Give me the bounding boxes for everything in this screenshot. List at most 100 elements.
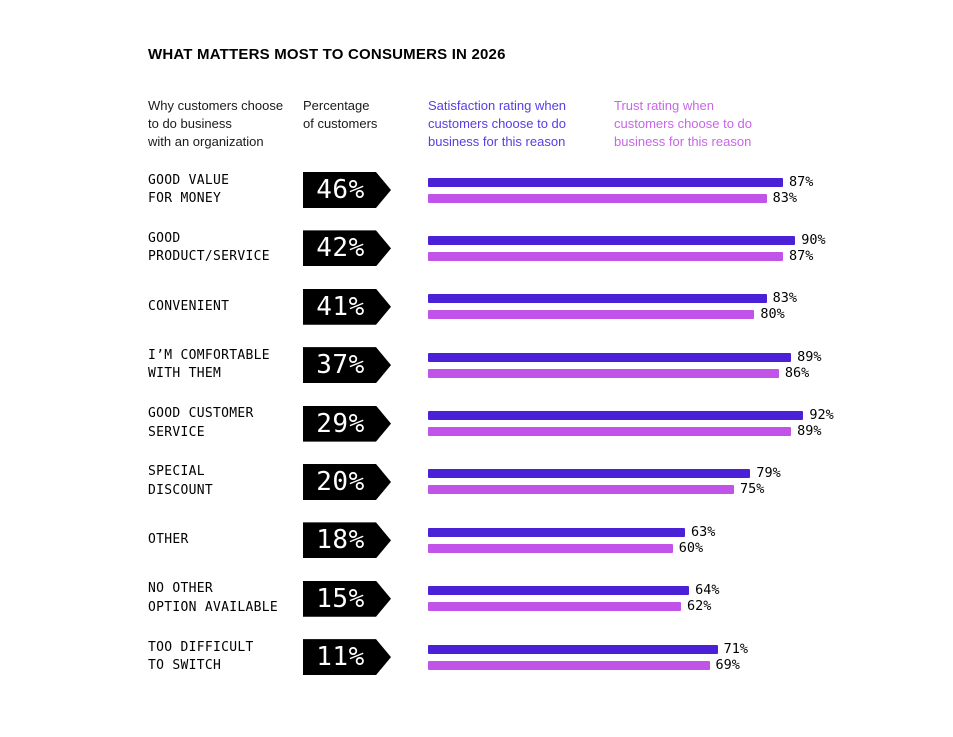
satisfaction-bar-line: 63% bbox=[428, 523, 953, 540]
trust-value-label: 86% bbox=[784, 364, 810, 381]
bar-group: 89% 86% bbox=[428, 347, 953, 383]
percentage-value: 37% bbox=[316, 350, 365, 381]
satisfaction-value-label: 87% bbox=[788, 173, 814, 190]
chart-row: I’M COMFORTABLE WITH THEM 37% 89% 86% bbox=[0, 347, 953, 383]
bar-group: 63% 60% bbox=[428, 522, 953, 558]
satisfaction-bar-line: 79% bbox=[428, 465, 953, 482]
trust-value-label: 69% bbox=[715, 656, 740, 673]
chart-title: WHAT MATTERS MOST TO CONSUMERS IN 2026 bbox=[148, 46, 506, 63]
trust-bar bbox=[428, 660, 710, 670]
percentage-value: 15% bbox=[316, 583, 365, 614]
chart-row: GOOD VALUE FOR MONEY 46% 87% 83% bbox=[0, 172, 953, 208]
trust-bar bbox=[428, 368, 779, 378]
trust-bar-line: 75% bbox=[428, 481, 953, 498]
percentage-value: 18% bbox=[316, 525, 365, 556]
trust-bar-line: 89% bbox=[428, 423, 953, 440]
satisfaction-value-label: 92% bbox=[809, 407, 834, 424]
satisfaction-bar-line: 89% bbox=[428, 348, 953, 365]
trust-value-label: 83% bbox=[772, 189, 798, 206]
satisfaction-bar bbox=[428, 644, 718, 654]
bar-group: 92% 89% bbox=[428, 406, 953, 442]
trust-value-label: 60% bbox=[678, 539, 704, 556]
category-label: GOOD PRODUCT/SERVICE bbox=[148, 230, 270, 265]
trust-bar bbox=[428, 543, 673, 553]
chart-row: GOOD PRODUCT/SERVICE 42% 90% 87% bbox=[0, 230, 953, 266]
satisfaction-value-label: 83% bbox=[772, 290, 798, 307]
category-label: SPECIAL DISCOUNT bbox=[148, 464, 214, 498]
category-label: GOOD CUSTOMER SERVICE bbox=[148, 406, 254, 440]
bar-group: 83% 80% bbox=[428, 289, 953, 325]
trust-value-label: 62% bbox=[686, 598, 712, 615]
trust-bar-line: 80% bbox=[428, 306, 953, 323]
chart-row: SPECIAL DISCOUNT 20% 79% 75% bbox=[0, 464, 953, 500]
percentage-value: 42% bbox=[316, 233, 365, 264]
trust-bar-line: 69% bbox=[428, 656, 953, 673]
category-label: CONVENIENT bbox=[148, 298, 230, 314]
satisfaction-bar bbox=[428, 411, 804, 421]
percentage-badge: 41% bbox=[303, 289, 391, 325]
trust-value-label: 89% bbox=[797, 423, 822, 440]
satisfaction-bar bbox=[428, 469, 751, 479]
satisfaction-value-label: 89% bbox=[797, 348, 822, 365]
trust-bar bbox=[428, 485, 734, 495]
satisfaction-bar-line: 71% bbox=[428, 640, 953, 657]
satisfaction-value-label: 63% bbox=[691, 523, 716, 540]
satisfaction-bar bbox=[428, 177, 783, 187]
satisfaction-bar bbox=[428, 527, 686, 537]
satisfaction-bar-line: 64% bbox=[428, 582, 953, 599]
trust-bar bbox=[428, 251, 783, 261]
column-header-trust: Trust rating when customers choose to do… bbox=[614, 98, 753, 149]
chart-row: TOO DIFFICULT TO SWITCH 11% 71% 69% bbox=[0, 639, 953, 675]
percentage-badge: 20% bbox=[303, 464, 391, 500]
trust-bar bbox=[428, 602, 681, 612]
satisfaction-bar-line: 87% bbox=[428, 173, 953, 190]
percentage-value: 29% bbox=[316, 408, 365, 439]
percentage-badge: 37% bbox=[303, 347, 391, 383]
percentage-badge: 11% bbox=[303, 639, 391, 675]
category-label: I’M COMFORTABLE WITH THEM bbox=[148, 347, 270, 382]
column-header-satisfaction: Satisfaction rating when customers choos… bbox=[428, 98, 567, 149]
trust-bar-line: 83% bbox=[428, 189, 953, 206]
trust-value-label: 80% bbox=[760, 306, 785, 323]
percentage-badge: 15% bbox=[303, 581, 391, 617]
satisfaction-bar bbox=[428, 294, 767, 304]
column-header-percentage: Percentage of customers bbox=[303, 98, 378, 131]
chart-row: OTHER 18% 63% 60% bbox=[0, 522, 953, 558]
percentage-badge: 18% bbox=[303, 522, 391, 558]
bar-group: 64% 62% bbox=[428, 581, 953, 617]
satisfaction-value-label: 79% bbox=[756, 465, 781, 482]
trust-bar-line: 60% bbox=[428, 539, 953, 556]
chart-row: GOOD CUSTOMER SERVICE 29% 92% 89% bbox=[0, 406, 953, 442]
percentage-value: 41% bbox=[316, 291, 365, 322]
satisfaction-bar bbox=[428, 586, 690, 596]
trust-bar-line: 62% bbox=[428, 598, 953, 615]
category-label: OTHER bbox=[148, 532, 189, 548]
satisfaction-value-label: 90% bbox=[801, 231, 826, 248]
satisfaction-bar bbox=[428, 352, 792, 362]
category-label: NO OTHER OPTION AVAILABLE bbox=[148, 581, 279, 615]
percentage-badge: 46% bbox=[303, 172, 391, 208]
trust-bar bbox=[428, 310, 755, 320]
trust-value-label: 87% bbox=[788, 247, 814, 264]
percentage-value: 20% bbox=[316, 466, 365, 497]
column-header-reason: Why customers choose to do business with… bbox=[148, 98, 284, 149]
bar-group: 87% 83% bbox=[428, 172, 953, 208]
percentage-value: 46% bbox=[316, 175, 365, 205]
bar-group: 71% 69% bbox=[428, 639, 953, 675]
trust-bar bbox=[428, 193, 767, 203]
trust-bar bbox=[428, 427, 792, 437]
bar-group: 90% 87% bbox=[428, 230, 953, 266]
category-label: TOO DIFFICULT TO SWITCH bbox=[148, 639, 254, 674]
satisfaction-value-label: 71% bbox=[723, 640, 749, 657]
chart-row: CONVENIENT 41% 83% 80% bbox=[0, 289, 953, 325]
satisfaction-bar-line: 83% bbox=[428, 290, 953, 307]
satisfaction-bar-line: 90% bbox=[428, 231, 953, 248]
category-label: GOOD VALUE FOR MONEY bbox=[148, 172, 230, 207]
percentage-badge: 29% bbox=[303, 406, 391, 442]
trust-value-label: 75% bbox=[740, 481, 765, 498]
chart-rows: GOOD VALUE FOR MONEY 46% 87% 83% GOOD PR… bbox=[0, 172, 953, 698]
satisfaction-bar-line: 92% bbox=[428, 407, 953, 424]
percentage-value: 11% bbox=[316, 642, 365, 673]
satisfaction-value-label: 64% bbox=[695, 582, 720, 599]
